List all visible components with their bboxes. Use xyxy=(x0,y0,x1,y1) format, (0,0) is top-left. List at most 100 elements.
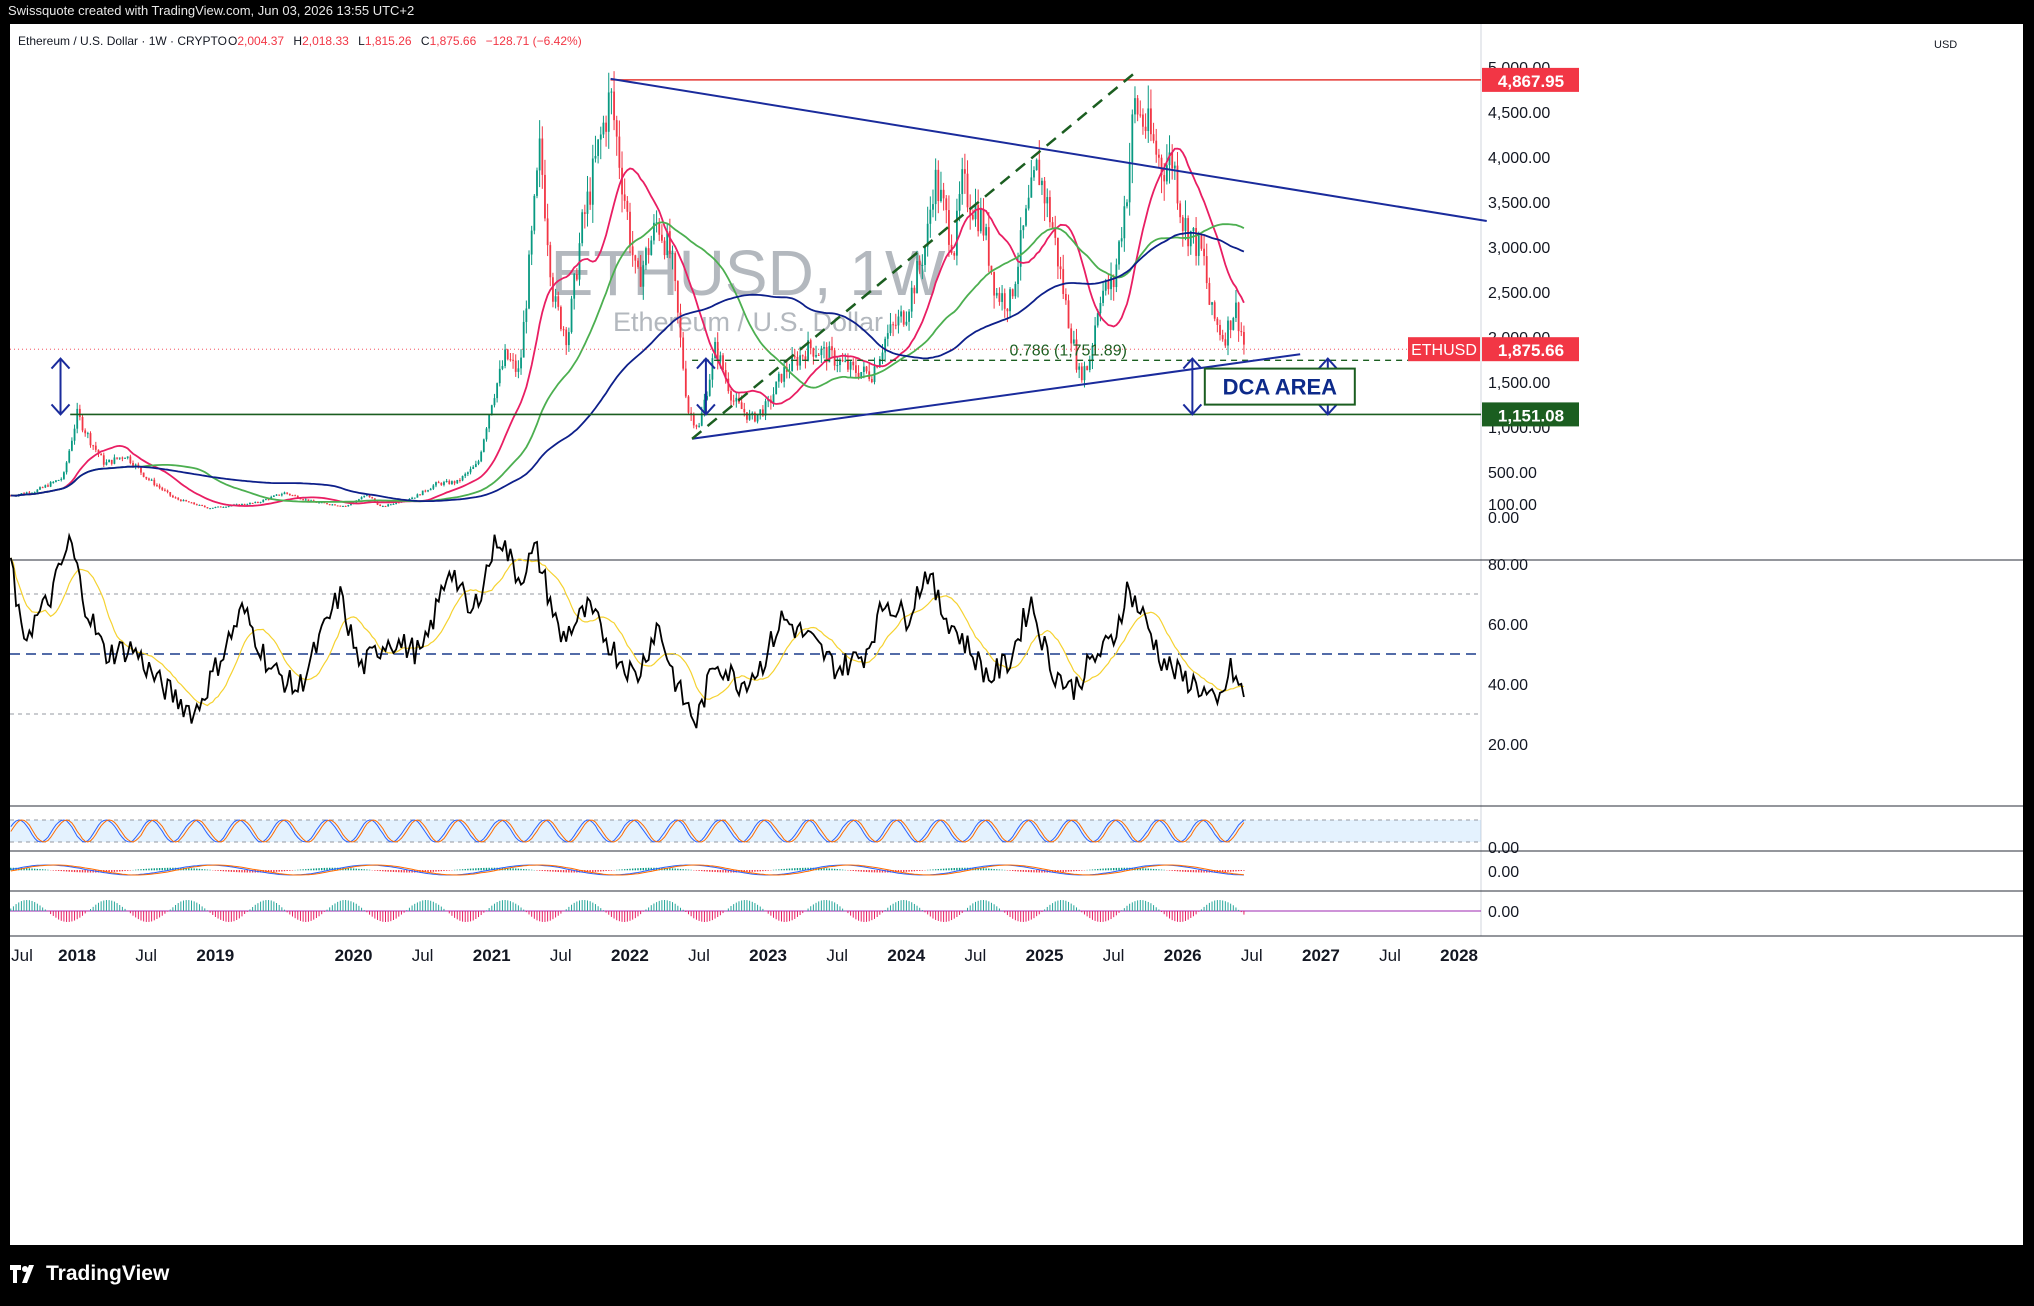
candle-body xyxy=(482,439,485,452)
macd-histogram-bar xyxy=(185,868,187,871)
macd-histogram-bar xyxy=(980,868,982,871)
candle-body xyxy=(344,505,347,507)
candle-body xyxy=(1142,114,1144,127)
candle-body xyxy=(1086,366,1089,370)
watermark-title: ETHUSD, 1W xyxy=(551,237,946,309)
macd-histogram-bar xyxy=(400,870,403,873)
macd-histogram-bar xyxy=(860,870,862,872)
candle-body xyxy=(358,499,360,501)
macd-histogram-bar xyxy=(538,870,541,871)
candle-body xyxy=(538,138,541,171)
candle-body xyxy=(796,356,799,366)
time-axis-label: 2020 xyxy=(335,946,373,965)
candle-body xyxy=(408,498,411,500)
candle-body xyxy=(158,485,161,488)
candle-body xyxy=(948,210,950,245)
macd-histogram-bar xyxy=(387,870,389,872)
macd-histogram-bar xyxy=(326,867,328,871)
candle-body xyxy=(985,227,988,236)
candle-body xyxy=(1189,231,1192,247)
candle-body xyxy=(132,463,134,467)
macd-histogram-bar xyxy=(594,870,597,872)
candle-body xyxy=(621,167,623,195)
candle-body xyxy=(20,493,23,495)
macd-histogram-bar xyxy=(456,869,458,871)
candle-body xyxy=(81,416,84,431)
macd-histogram-bar xyxy=(507,868,509,871)
macd-histogram-bar xyxy=(1187,870,1189,873)
price-tick-label: 1,500.00 xyxy=(1488,375,1550,392)
macd-histogram-bar xyxy=(206,869,209,871)
macd-histogram-bar xyxy=(198,868,201,871)
candle-body xyxy=(477,461,480,464)
candle-body xyxy=(25,492,28,494)
candle-body xyxy=(921,264,924,266)
candle-body xyxy=(198,504,201,506)
chart-frame[interactable]: Ethereum / U.S. Dollar · 1W · CRYPTO O2,… xyxy=(10,24,2023,1245)
macd-histogram-bar xyxy=(289,870,291,871)
macd-histogram-bar xyxy=(621,869,623,871)
macd-histogram-bar xyxy=(865,870,868,873)
macd-histogram-bar xyxy=(528,869,530,871)
candle-body xyxy=(76,408,79,429)
candle-body xyxy=(23,493,25,495)
candle-body xyxy=(1219,324,1221,335)
candle-body xyxy=(381,506,384,508)
candle-body xyxy=(429,488,432,491)
candle-body xyxy=(97,449,100,455)
candle-body xyxy=(653,222,655,241)
macd-histogram-bar xyxy=(100,870,102,873)
price-tick-label: 500.00 xyxy=(1488,465,1537,482)
candle-body xyxy=(1112,276,1115,288)
price-chart[interactable]: Ethereum / U.S. Dollar · 1W · CRYPTO O2,… xyxy=(10,24,2023,1245)
candle-body xyxy=(55,480,57,482)
macd-histogram-bar xyxy=(964,867,966,871)
candle-body xyxy=(86,433,89,435)
macd-histogram-bar xyxy=(990,868,993,871)
candle-body xyxy=(238,504,241,506)
macd-histogram-bar xyxy=(701,870,703,872)
time-axis-label: Jul xyxy=(688,946,710,965)
legend-change: −128.71 (−6.42%) xyxy=(486,34,582,48)
macd-histogram-bar xyxy=(313,868,315,871)
price-axis-label: 1,151.08 xyxy=(1498,406,1564,425)
macd-histogram-bar xyxy=(323,867,326,871)
macd-histogram-bar xyxy=(148,868,150,871)
macd-histogram-bar xyxy=(33,868,36,871)
candle-body xyxy=(754,412,756,422)
macd-histogram-bar xyxy=(158,868,161,871)
macd-histogram-bar xyxy=(416,870,419,873)
rsi-tick-label: 100.00 xyxy=(1488,497,1537,514)
macd-histogram-bar xyxy=(347,868,349,871)
candle-body xyxy=(764,401,767,416)
legend-high: 2,018.33 xyxy=(302,34,349,48)
candle-body xyxy=(249,502,251,505)
candle-body xyxy=(49,482,52,487)
macd-histogram-bar xyxy=(900,870,902,873)
macd-histogram-bar xyxy=(273,870,275,873)
candle-body xyxy=(445,480,448,483)
candle-body xyxy=(812,348,815,357)
candle-body xyxy=(937,169,940,202)
macd-histogram-bar xyxy=(1142,868,1144,871)
macd-histogram-bar xyxy=(286,870,288,871)
candle-body xyxy=(562,329,565,331)
macd-histogram-bar xyxy=(41,869,44,871)
candle-body xyxy=(520,357,522,369)
macd-histogram-bar xyxy=(63,870,65,872)
candle-body xyxy=(1096,313,1099,326)
candle-body xyxy=(421,490,424,496)
candle-body xyxy=(544,174,546,219)
candle-body xyxy=(823,347,825,349)
rsi-tick-label: 80.00 xyxy=(1488,557,1528,574)
candle-body xyxy=(161,487,164,490)
macd-histogram-bar xyxy=(775,869,777,871)
macd-histogram-bar xyxy=(328,867,331,871)
candle-body xyxy=(1200,234,1203,249)
macd-histogram-bar xyxy=(520,868,522,871)
macd-histogram-bar xyxy=(36,868,39,871)
candle-body xyxy=(504,349,506,367)
candle-body xyxy=(1184,218,1187,231)
macd-histogram-bar xyxy=(1067,870,1070,872)
time-axis-label: 2025 xyxy=(1026,946,1064,965)
